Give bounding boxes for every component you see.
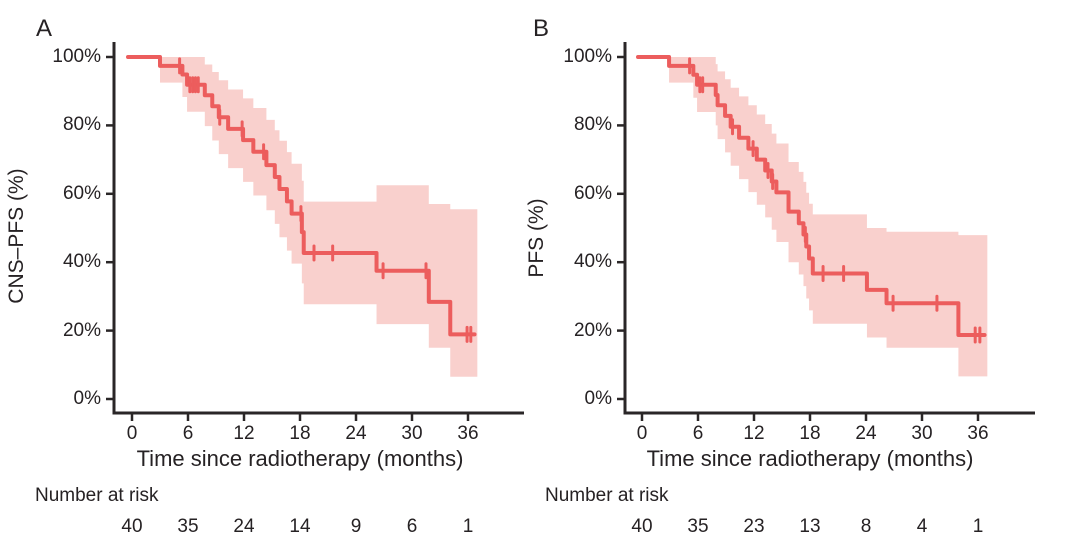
number-at-risk-value: 35 xyxy=(687,516,709,537)
panel-label-b: B xyxy=(533,15,550,42)
number-at-risk-value: 14 xyxy=(289,516,311,537)
number-at-risk-value: 24 xyxy=(233,516,255,537)
number-at-risk-value: 40 xyxy=(121,516,143,537)
number-at-risk-label-b: Number at risk xyxy=(545,485,669,506)
number-at-risk-value: 23 xyxy=(743,516,765,537)
confidence-band xyxy=(160,57,478,377)
number-at-risk-value: 13 xyxy=(799,516,821,537)
x-tick-label: 12 xyxy=(743,423,765,444)
x-tick-label: 6 xyxy=(182,423,194,444)
x-tick-label: 36 xyxy=(967,423,989,444)
x-tick-label: 6 xyxy=(692,423,704,444)
x-tick-label: 24 xyxy=(345,423,367,444)
y-tick-label: 80% xyxy=(62,114,101,136)
number-at-risk-value: 6 xyxy=(406,516,418,537)
y-tick-label: 100% xyxy=(563,46,612,67)
y-tick-label: 60% xyxy=(573,182,612,204)
number-at-risk-value: 1 xyxy=(462,516,474,537)
y-tick-label: 60% xyxy=(62,182,101,204)
km-plot-panel-b xyxy=(617,42,1035,421)
y-tick-label: 40% xyxy=(62,251,101,273)
x-tick-label: 12 xyxy=(233,423,255,444)
x-tick-label: 30 xyxy=(911,423,933,444)
y-tick-label: 20% xyxy=(573,319,612,341)
number-at-risk-value: 8 xyxy=(860,516,872,537)
number-at-risk-value: 40 xyxy=(631,516,653,537)
x-tick-label: 0 xyxy=(126,423,138,444)
y-tick-label: 100% xyxy=(52,46,101,67)
y-tick-label: 40% xyxy=(573,251,612,273)
y-axis-title-a: CNS–PFS (%) xyxy=(5,168,28,304)
x-tick-label: 30 xyxy=(401,423,423,444)
x-axis-title-b: Time since radiotherapy (months) xyxy=(646,446,974,471)
axis-lines xyxy=(623,42,1035,415)
y-tick-label: 80% xyxy=(573,114,612,136)
km-plot-panel-a xyxy=(106,42,524,421)
y-tick-label: 0% xyxy=(73,388,101,409)
y-tick-label: 0% xyxy=(584,388,612,409)
x-tick-label: 36 xyxy=(457,423,479,444)
x-tick-label: 18 xyxy=(799,423,821,444)
y-tick-label: 20% xyxy=(62,319,101,341)
panel-label-a: A xyxy=(36,15,53,42)
x-tick-label: 24 xyxy=(855,423,877,444)
number-at-risk-value: 1 xyxy=(972,516,984,537)
number-at-risk-value: 4 xyxy=(916,516,928,537)
number-at-risk-label-a: Number at risk xyxy=(35,485,159,506)
x-tick-label: 18 xyxy=(289,423,311,444)
axis-lines xyxy=(112,42,524,415)
number-at-risk-value: 35 xyxy=(177,516,199,537)
y-axis-title-b: PFS (%) xyxy=(525,198,548,278)
x-tick-label: 0 xyxy=(636,423,648,444)
x-axis-title-a: Time since radiotherapy (months) xyxy=(136,446,464,471)
number-at-risk-value: 9 xyxy=(350,516,362,537)
